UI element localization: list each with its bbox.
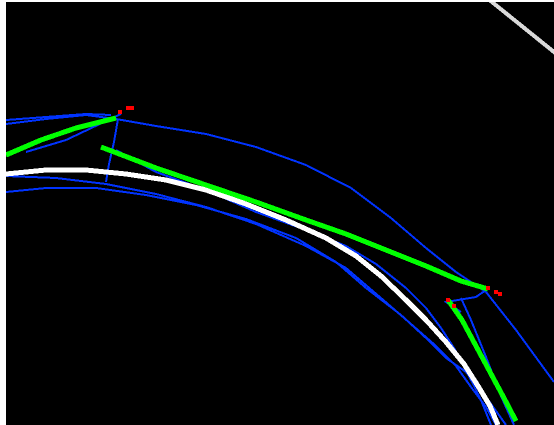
endpoint-marker-top-left bbox=[118, 106, 134, 114]
candidate-curve-inner bbox=[115, 149, 492, 425]
line-detection-view bbox=[6, 2, 554, 425]
scene-canvas bbox=[6, 2, 554, 425]
candidate-curve-lower bbox=[6, 175, 497, 425]
candidate-curve-upper-2 bbox=[6, 112, 112, 121]
detected-line-left bbox=[6, 115, 117, 158]
detected-line-right bbox=[445, 298, 519, 423]
faint-line-top-right bbox=[489, 2, 554, 55]
detected-line-middle bbox=[100, 144, 489, 292]
reference-curve bbox=[6, 167, 501, 425]
endpoint-marker-right bbox=[486, 286, 502, 296]
endpoint-marker-lower bbox=[446, 298, 456, 308]
